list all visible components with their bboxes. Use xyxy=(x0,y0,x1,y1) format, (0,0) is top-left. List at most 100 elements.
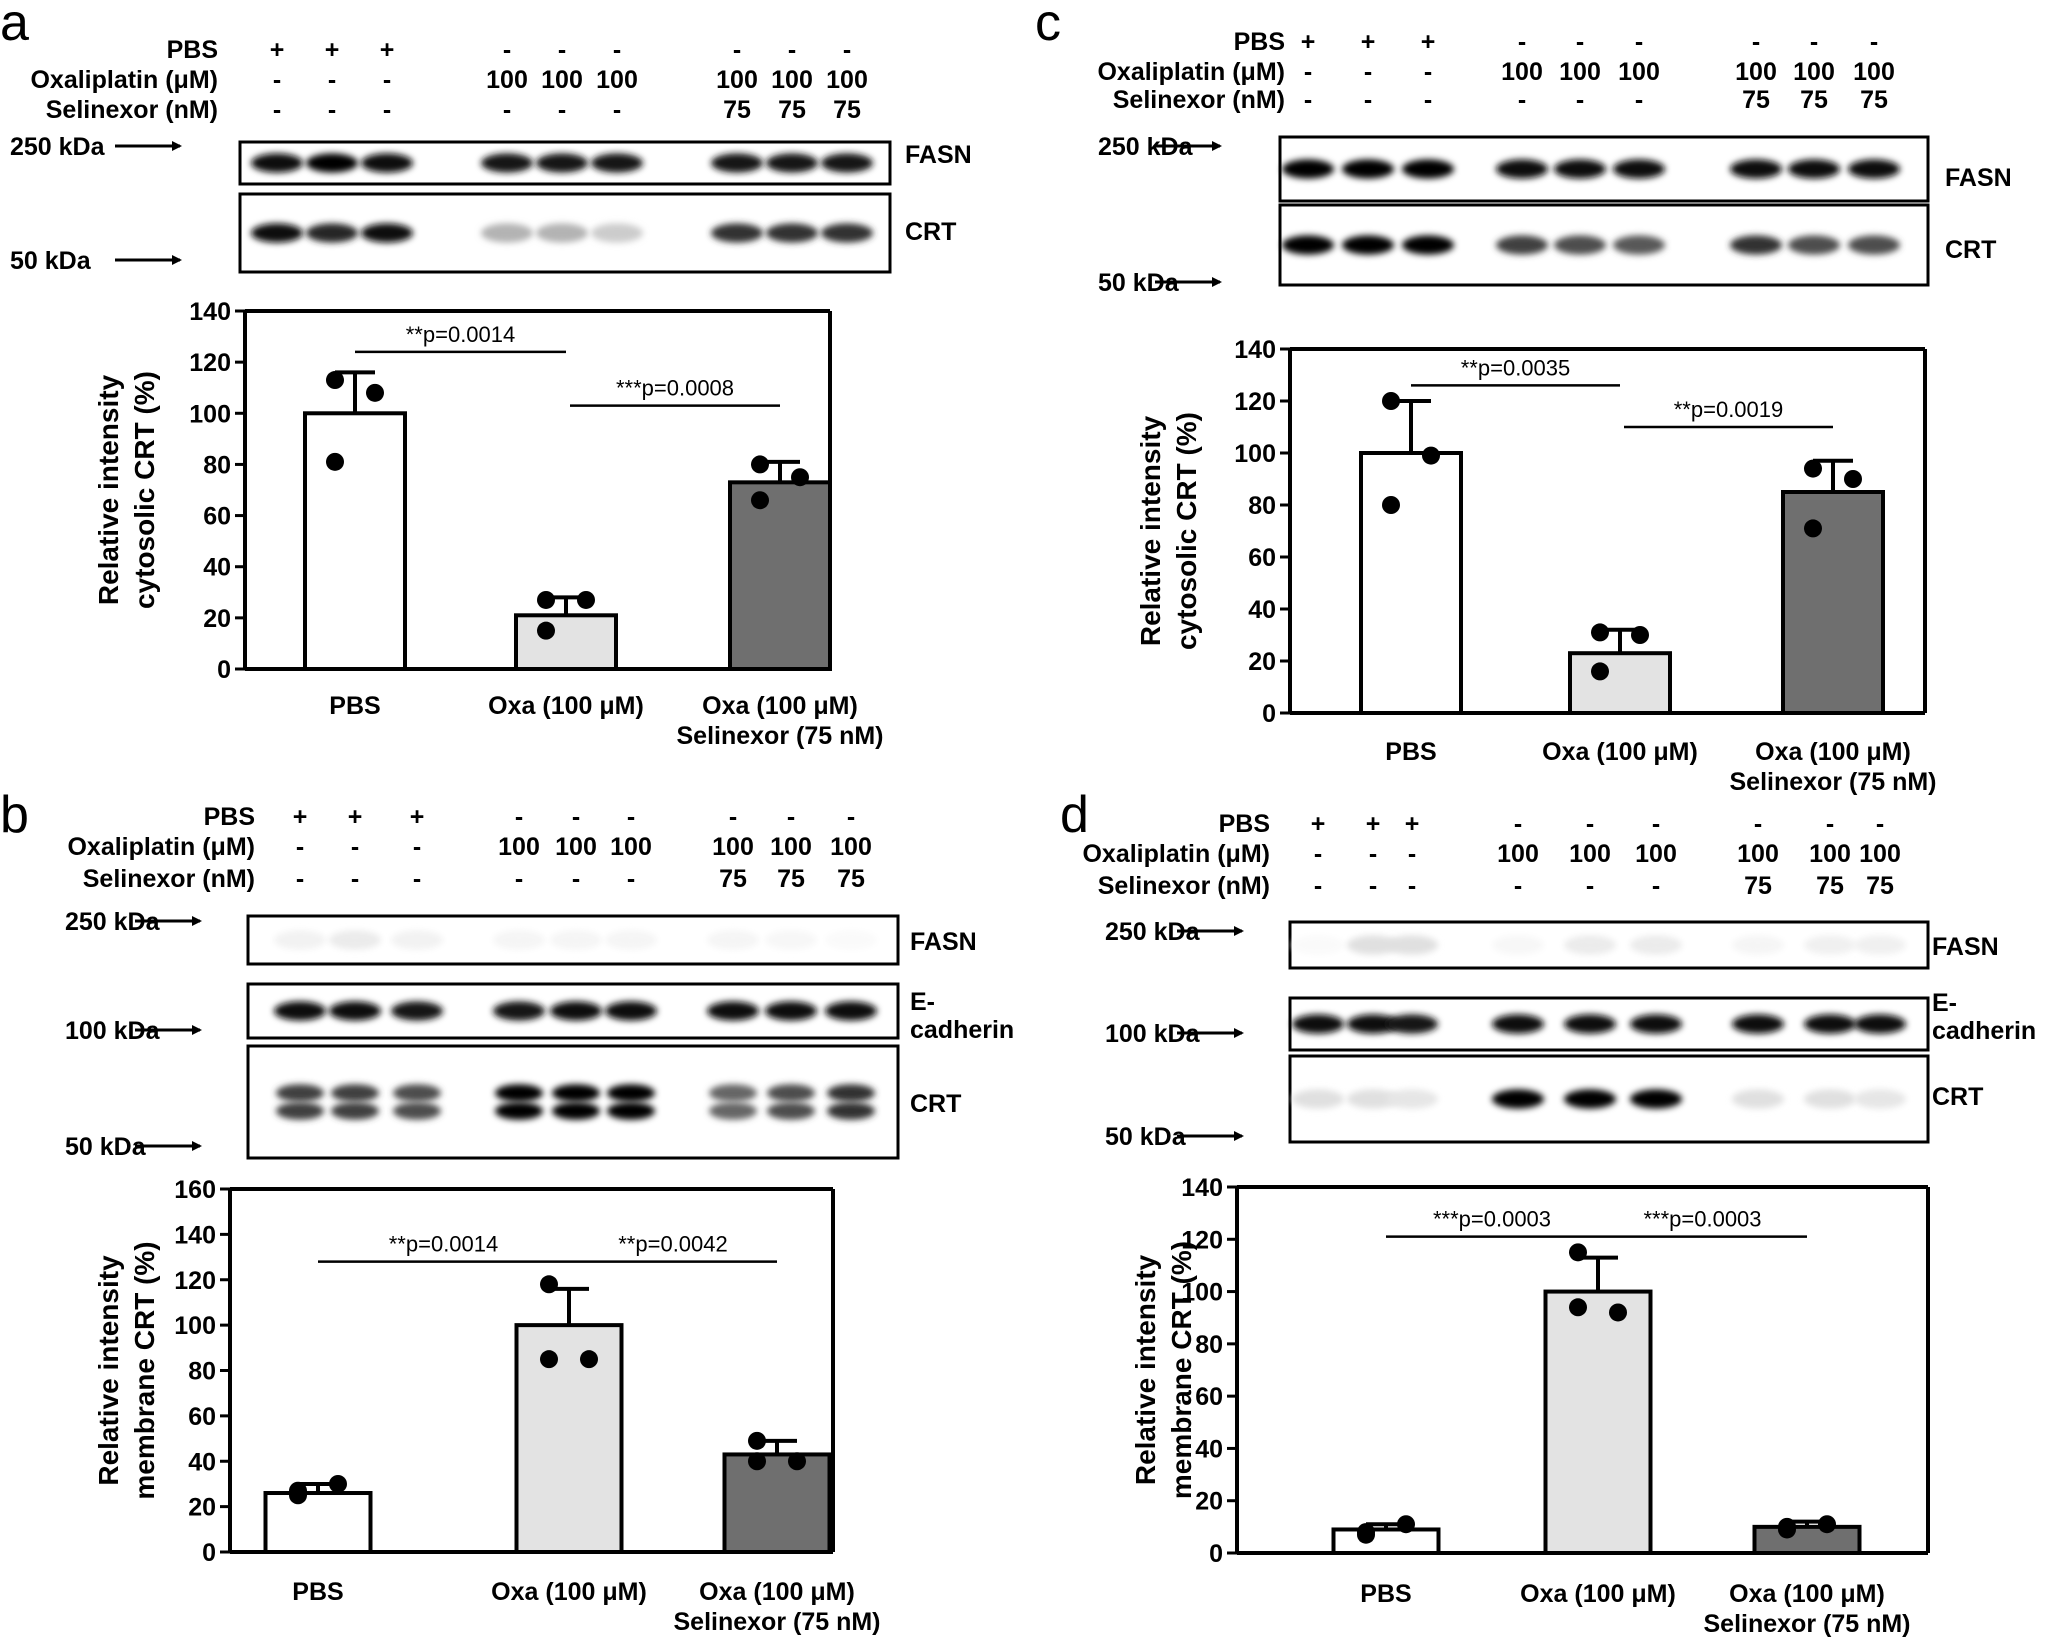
blot-label: FASN xyxy=(1932,933,1999,961)
treatment-cell: + xyxy=(1421,28,1436,56)
treatment-row-label: PBS xyxy=(167,36,218,64)
data-point xyxy=(537,590,555,609)
treatment-cell: - xyxy=(1314,840,1322,868)
blot-band xyxy=(1292,1089,1344,1109)
blot-band xyxy=(766,223,818,243)
panel-letter: b xyxy=(0,786,29,844)
treatment-cell: 100 xyxy=(486,66,528,94)
significance-label: ***p=0.0003 xyxy=(1643,1207,1761,1232)
treatment-row-label: Selinexor (nM) xyxy=(46,96,218,124)
blot-band xyxy=(1630,1089,1682,1109)
treatment-cell: 100 xyxy=(1501,58,1543,86)
y-tick-label: 20 xyxy=(1248,648,1276,676)
blot-band xyxy=(1496,235,1548,255)
category-label-line: Selinexor (75 nM) xyxy=(1704,1610,1911,1638)
treatment-cell: - xyxy=(1652,872,1660,900)
data-point xyxy=(1591,662,1609,681)
treatment-cell: - xyxy=(1314,872,1322,900)
blot-band xyxy=(591,223,643,243)
chart-d: 0 20 40 60 80 100 120 140 Relative intensity memb… xyxy=(1130,1174,1930,1638)
treatment-cell: 100 xyxy=(712,833,754,861)
category-label-line: Oxa (100 μM) xyxy=(1520,1580,1676,1608)
y-axis-label-line: Relative intensity xyxy=(93,1255,124,1486)
treatment-cell: - xyxy=(1870,28,1878,56)
blot-band xyxy=(331,1102,379,1120)
y-axis-label-line: membrane CRT (%) xyxy=(1166,1241,1197,1499)
blot-band xyxy=(707,930,759,950)
blot-band xyxy=(1613,235,1665,255)
category-label-line: PBS xyxy=(1385,738,1436,766)
treatment-cell: 100 xyxy=(1497,840,1539,868)
blot-band xyxy=(827,1102,875,1120)
data-point xyxy=(1569,1298,1587,1317)
blot-band xyxy=(306,153,358,173)
panel-b: b PBS + + + - - - - - -Oxaliplatin (μM) - - -100 100 10… xyxy=(0,786,1014,1161)
blot-label-line: CRT xyxy=(1932,1083,1983,1111)
y-tick-label: 40 xyxy=(1195,1435,1223,1463)
y-tick-label: 120 xyxy=(174,1267,216,1295)
y-tick-label: 20 xyxy=(203,605,231,633)
panel-letter: c xyxy=(1035,0,1061,52)
treatment-cell: - xyxy=(729,803,737,831)
treatment-cell: 100 xyxy=(1809,840,1851,868)
blot-band xyxy=(276,1102,324,1120)
treatment-cell: - xyxy=(1514,810,1522,838)
treatment-cell: 100 xyxy=(716,66,758,94)
blot-band xyxy=(274,930,326,950)
y-tick-label: 20 xyxy=(188,1494,216,1522)
blot-label: CRT xyxy=(905,218,956,246)
bar xyxy=(722,1452,832,1554)
treatment-cell: - xyxy=(1586,810,1594,838)
y-tick-label: 80 xyxy=(1248,492,1276,520)
treatment-cell: 100 xyxy=(826,66,868,94)
blot-band xyxy=(1402,235,1454,255)
y-axis-label: Relative intensity membrane CRT (%) xyxy=(1130,1241,1197,1499)
treatment-cell: 100 xyxy=(1559,58,1601,86)
category-label: PBS xyxy=(1385,738,1436,766)
y-tick-label: 80 xyxy=(1195,1331,1223,1359)
blot-band xyxy=(1804,1014,1856,1034)
treatment-cell: - xyxy=(1369,840,1377,868)
blot-band xyxy=(767,1102,815,1120)
category-label: Oxa (100 μM) Selinexor (75 nM) xyxy=(1704,1580,1911,1638)
treatment-cell: 75 xyxy=(777,865,805,893)
data-point xyxy=(748,1431,766,1450)
mw-marker-label: 50 kDa xyxy=(10,247,92,275)
data-point xyxy=(540,1350,558,1369)
y-axis-label-line: cytosolic CRT (%) xyxy=(129,371,160,609)
treatment-cell: - xyxy=(351,833,359,861)
y-tick-label: 60 xyxy=(188,1403,216,1431)
data-point xyxy=(1569,1243,1587,1262)
treatment-cell: - xyxy=(1518,86,1526,114)
blot-band xyxy=(1630,935,1682,955)
treatment-cell: + xyxy=(1311,810,1326,838)
treatment-cell: 100 xyxy=(1635,840,1677,868)
blot-band xyxy=(331,1084,379,1102)
treatment-cell: + xyxy=(1301,28,1316,56)
category-label-line: Oxa (100 μM) xyxy=(702,692,858,720)
treatment-row-label: Oxaliplatin (μM) xyxy=(1097,58,1285,86)
blot-band xyxy=(536,223,588,243)
treatment-cell: - xyxy=(1364,86,1372,114)
blot-band xyxy=(1496,159,1548,179)
blot-label: E-cadherin xyxy=(1932,989,2036,1045)
category-label: Oxa (100 μM) xyxy=(491,1578,647,1606)
treatment-cell: 100 xyxy=(541,66,583,94)
blot-band xyxy=(1492,1014,1544,1034)
treatment-cell: - xyxy=(558,96,566,124)
blot-label: CRT xyxy=(1945,236,1996,264)
category-label: PBS xyxy=(292,1578,343,1606)
blot-band xyxy=(1292,935,1344,955)
blot-band xyxy=(495,1084,543,1102)
y-tick-label: 40 xyxy=(188,1448,216,1476)
y-axis-label-line: Relative intensity xyxy=(1130,1254,1161,1485)
blot-band xyxy=(550,1001,602,1021)
treatment-row-label: PBS xyxy=(204,803,255,831)
treatment-row-label: Selinexor (nM) xyxy=(83,865,255,893)
y-tick-label: 100 xyxy=(174,1312,216,1340)
blot-label-line: E- xyxy=(1932,989,1957,1017)
blot-band xyxy=(1848,159,1900,179)
blot-band xyxy=(329,1001,381,1021)
treatment-cell: 100 xyxy=(1859,840,1901,868)
treatment-cell: + xyxy=(380,36,395,64)
